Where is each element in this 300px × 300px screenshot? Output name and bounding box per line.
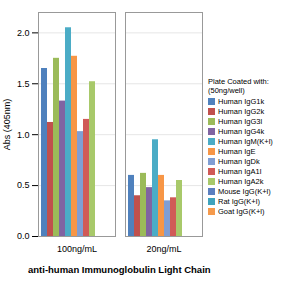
html-text:Human IgG4k: Human IgG4k [218,127,265,137]
html-text:Human IgA1l: Human IgA1l [218,167,262,177]
svg-text:0.0: 0.0 [17,231,30,241]
svg-text:Abs (405nm): Abs (405nm) [2,99,12,151]
html-text:Mouse IgG(K+l): Mouse IgG(K+l) [218,187,271,197]
svg-text:0.5: 0.5 [17,180,30,190]
html-text:Human IgG2k: Human IgG2k [218,107,265,117]
html-text:Human IgDk: Human IgDk [218,157,260,167]
html-text:Rat IgG(K+l): Rat IgG(K+l) [218,197,260,207]
html-text:Human IgM(K+l): Human IgM(K+l) [218,137,273,147]
html-text:Human IgA2k: Human IgA2k [218,177,264,187]
html-text:anti-human Immunoglobulin Ligh: anti-human Immunoglobulin Light Chain [28,264,211,275]
html-text:Human IgE: Human IgE [218,147,256,157]
svg-text:2.0: 2.0 [17,28,30,38]
html-text:Plate Coated with:: Plate Coated with: [208,77,269,86]
svg-text:1.0: 1.0 [17,130,30,140]
html-text:(50ng/well): (50ng/well) [208,85,245,95]
html-text:Goat IgG(K+l): Goat IgG(K+l) [218,207,265,217]
svg-text:20ng/mL: 20ng/mL [146,244,181,254]
html-text:Human IgG3l: Human IgG3l [218,117,263,127]
svg-text:100ng/mL: 100ng/mL [57,244,97,254]
svg-text:1.5: 1.5 [17,79,30,89]
html-text:Human IgG1k: Human IgG1k [218,97,265,107]
